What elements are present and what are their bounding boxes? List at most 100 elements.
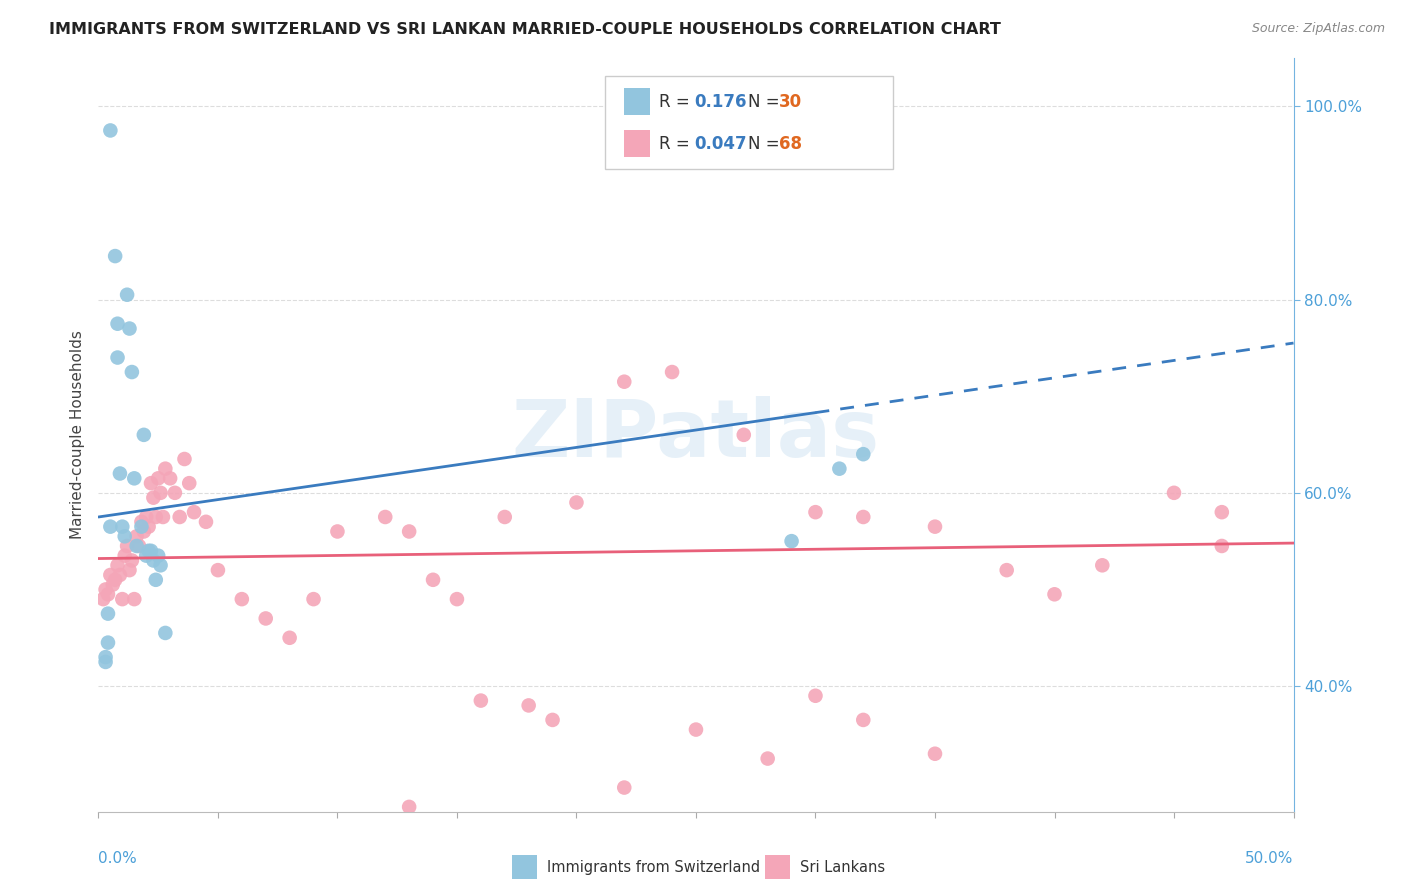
Point xyxy=(756,751,779,765)
Point xyxy=(155,461,177,475)
Point xyxy=(422,573,444,587)
Point xyxy=(98,123,122,137)
Text: Source: ZipAtlas.com: Source: ZipAtlas.com xyxy=(1251,22,1385,36)
Text: 50.0%: 50.0% xyxy=(1246,851,1294,865)
Point xyxy=(398,800,420,814)
Text: 68: 68 xyxy=(779,135,801,153)
Point xyxy=(121,365,143,379)
Point xyxy=(159,471,181,485)
Text: R =: R = xyxy=(659,93,696,111)
Point xyxy=(107,558,129,573)
Point xyxy=(148,549,170,563)
Point xyxy=(131,515,153,529)
Point xyxy=(494,510,516,524)
Point xyxy=(685,723,707,737)
Point xyxy=(125,529,148,543)
Point xyxy=(115,287,138,301)
Point xyxy=(97,587,120,601)
Point xyxy=(278,631,301,645)
Point xyxy=(94,650,117,665)
Point xyxy=(128,539,150,553)
Point xyxy=(125,539,148,553)
Point xyxy=(179,476,201,491)
Point xyxy=(195,515,218,529)
Point xyxy=(114,529,136,543)
Point xyxy=(145,573,167,587)
Point xyxy=(1211,505,1233,519)
Point xyxy=(254,611,277,625)
Point xyxy=(374,510,396,524)
Point xyxy=(183,505,205,519)
Point xyxy=(121,553,143,567)
Point xyxy=(139,476,162,491)
Y-axis label: Married-couple Households: Married-couple Households xyxy=(69,330,84,540)
Point xyxy=(118,563,141,577)
Point xyxy=(446,592,468,607)
Point xyxy=(517,698,540,713)
Point xyxy=(138,519,160,533)
Point xyxy=(1043,587,1066,601)
Point xyxy=(565,495,588,509)
Point xyxy=(132,427,155,442)
Point xyxy=(149,558,172,573)
Text: 0.0%: 0.0% xyxy=(98,851,138,865)
Point xyxy=(780,534,803,549)
Point xyxy=(924,747,946,761)
Point xyxy=(302,592,325,607)
Text: N =: N = xyxy=(748,93,785,111)
Point xyxy=(118,321,141,335)
Point xyxy=(142,491,165,505)
Point xyxy=(131,519,153,533)
Point xyxy=(142,553,165,567)
Point xyxy=(108,467,131,481)
Point xyxy=(613,375,636,389)
Point xyxy=(135,549,157,563)
Point xyxy=(98,568,122,582)
Text: N =: N = xyxy=(748,135,785,153)
Point xyxy=(97,607,120,621)
Point xyxy=(152,510,174,524)
Point xyxy=(852,713,875,727)
Point xyxy=(1211,539,1233,553)
Point xyxy=(98,519,122,533)
Point xyxy=(124,592,146,607)
Point xyxy=(104,249,127,263)
Point xyxy=(995,563,1018,577)
Point xyxy=(169,510,191,524)
Text: IMMIGRANTS FROM SWITZERLAND VS SRI LANKAN MARRIED-COUPLE HOUSEHOLDS CORRELATION : IMMIGRANTS FROM SWITZERLAND VS SRI LANKA… xyxy=(49,22,1001,37)
Text: 0.047: 0.047 xyxy=(695,135,747,153)
Text: R =: R = xyxy=(659,135,696,153)
Text: ZIPatlas: ZIPatlas xyxy=(512,396,880,474)
Point xyxy=(115,539,138,553)
Point xyxy=(132,524,155,539)
Point xyxy=(231,592,253,607)
Point xyxy=(613,780,636,795)
Text: Sri Lankans: Sri Lankans xyxy=(800,860,886,874)
Point xyxy=(924,519,946,533)
Point xyxy=(1091,558,1114,573)
Point xyxy=(326,524,349,539)
Point xyxy=(1163,486,1185,500)
Text: 30: 30 xyxy=(779,93,801,111)
Point xyxy=(173,452,195,467)
Point xyxy=(107,351,129,365)
Point xyxy=(828,461,851,475)
Point xyxy=(94,582,117,597)
Text: Immigrants from Switzerland: Immigrants from Switzerland xyxy=(547,860,761,874)
Point xyxy=(111,592,134,607)
Point xyxy=(149,486,172,500)
Point xyxy=(661,365,683,379)
Point xyxy=(114,549,136,563)
Point xyxy=(804,505,827,519)
Text: 0.176: 0.176 xyxy=(695,93,747,111)
Point xyxy=(138,543,160,558)
Point xyxy=(207,563,229,577)
Point xyxy=(124,471,146,485)
Point xyxy=(101,577,124,591)
Point xyxy=(804,689,827,703)
Point xyxy=(139,543,162,558)
Point xyxy=(163,486,186,500)
Point xyxy=(852,447,875,461)
Point xyxy=(398,524,420,539)
Point xyxy=(733,427,755,442)
